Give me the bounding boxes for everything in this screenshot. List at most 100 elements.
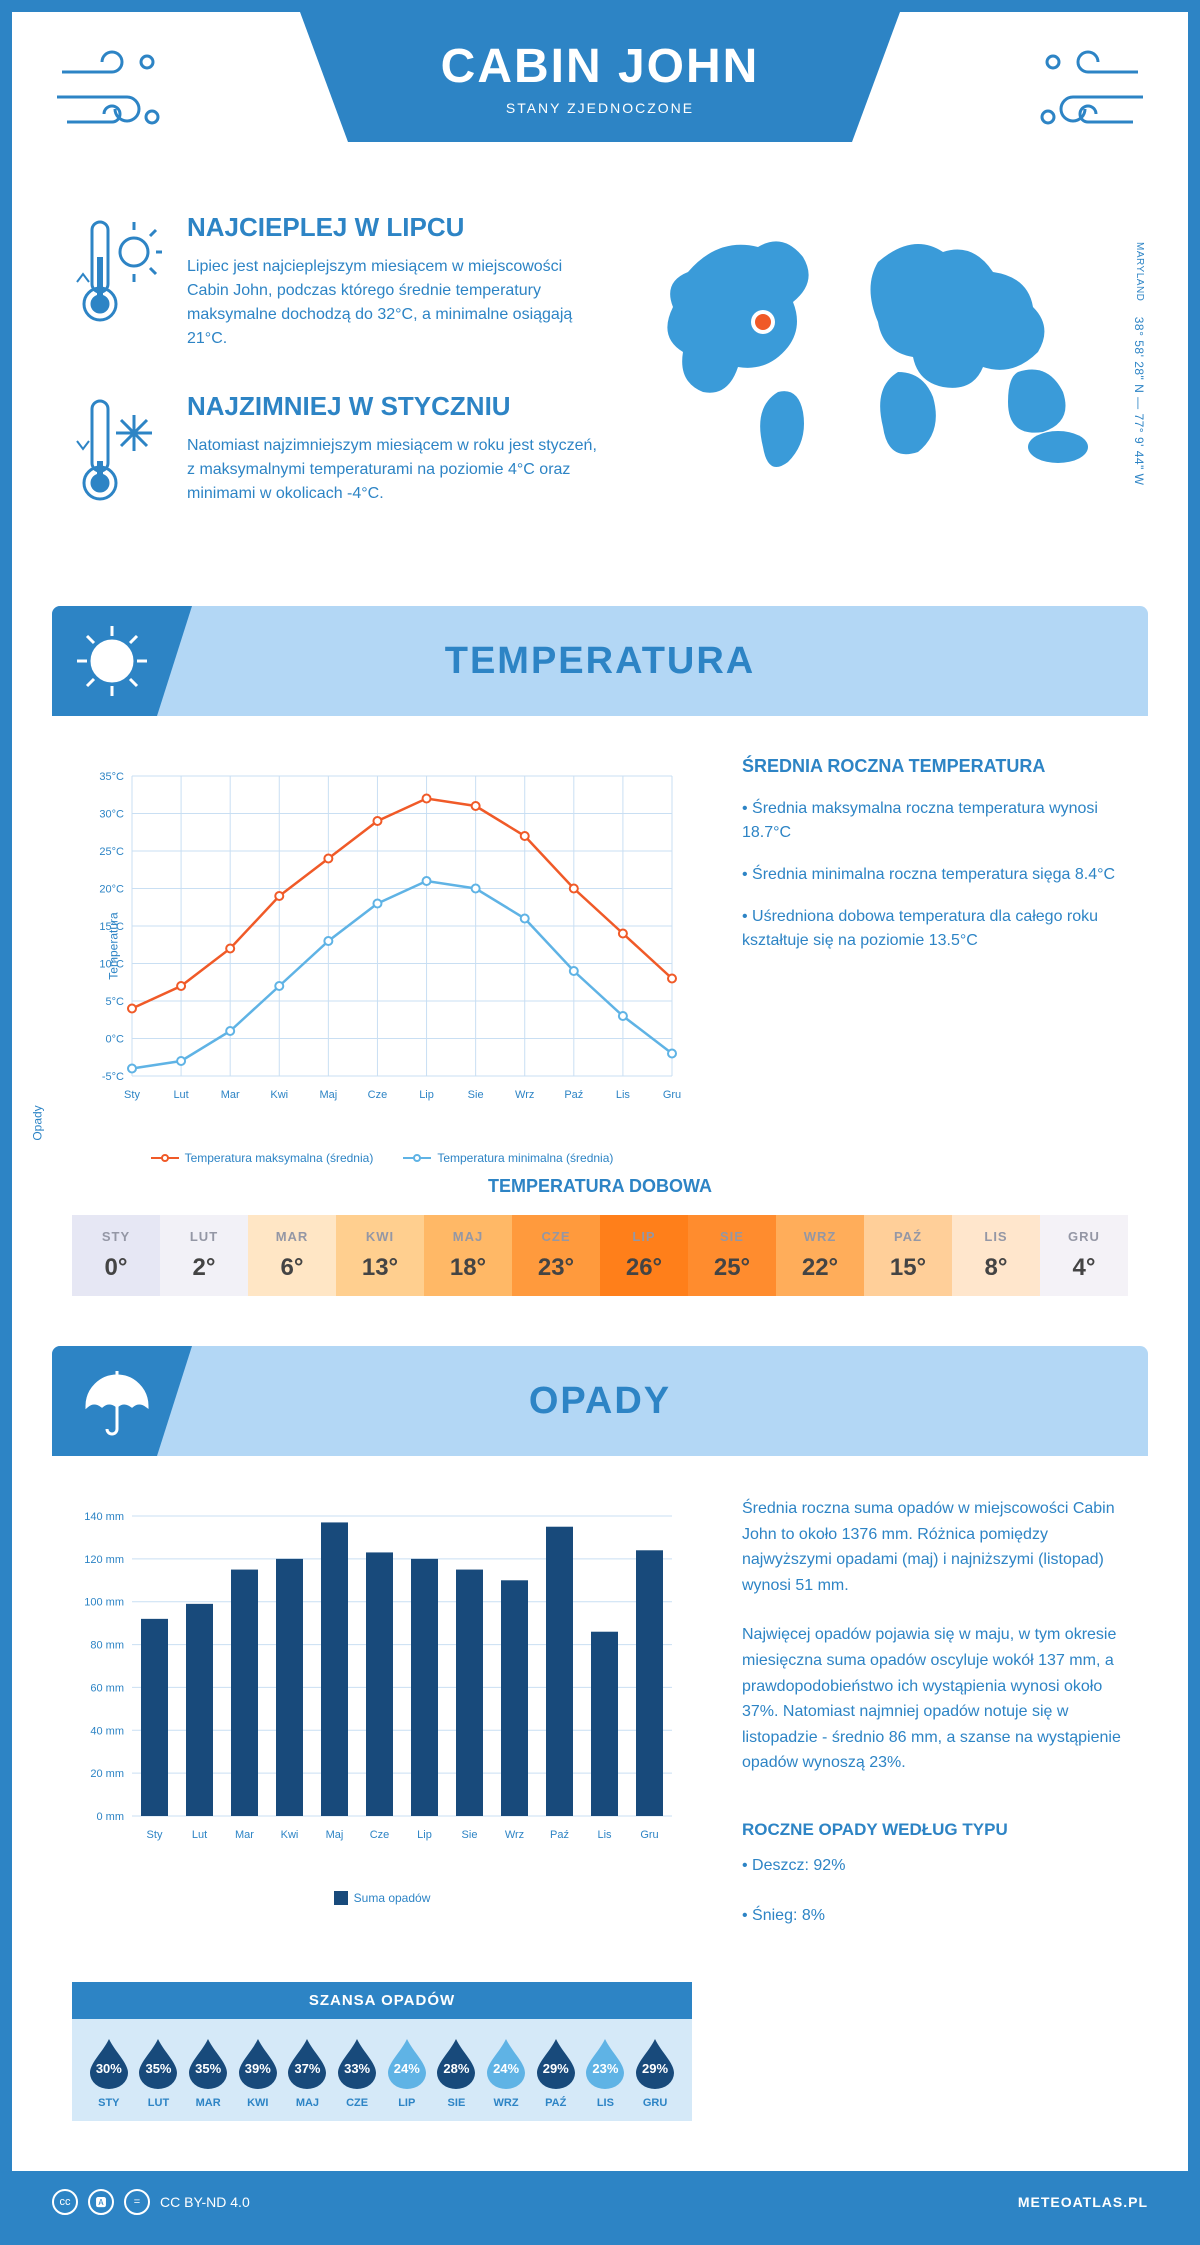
temperature-line-chart: -5°C0°C5°C10°C15°C20°C25°C30°C35°CStyLut…	[72, 756, 692, 1136]
temperature-header: TEMPERATURA	[52, 606, 1148, 716]
legend-sum: Suma opadów	[354, 1891, 431, 1905]
coordinates: MARYLAND 38° 58' 28" N — 77° 9' 44" W	[1132, 242, 1146, 486]
precip-para-2: Najwięcej opadów pojawia się w maju, w t…	[742, 1622, 1128, 1776]
temp-cell: MAR6°	[248, 1215, 336, 1296]
svg-text:Maj: Maj	[319, 1089, 337, 1101]
header: CABIN JOHN STANY ZJEDNOCZONE	[12, 12, 1188, 192]
precipitation-chance: SZANSA OPADÓW 30%STY35%LUT35%MAR39%KWI37…	[72, 1982, 692, 2121]
legend-min: Temperatura minimalna (średnia)	[437, 1151, 613, 1165]
svg-text:140 mm: 140 mm	[84, 1511, 124, 1523]
drop: 39%KWI	[234, 2037, 282, 2109]
svg-text:Lip: Lip	[419, 1089, 434, 1101]
temp-legend: Temperatura maksymalna (średnia) Tempera…	[72, 1151, 692, 1165]
cc-icon: cc	[52, 2189, 78, 2215]
temperature-title: TEMPERATURA	[445, 640, 756, 683]
temp-cell: MAJ18°	[424, 1215, 512, 1296]
temp-info-title: ŚREDNIA ROCZNA TEMPERATURA	[742, 756, 1128, 777]
thermometer-hot-icon	[72, 212, 162, 351]
svg-text:Sie: Sie	[462, 1829, 478, 1841]
svg-text:120 mm: 120 mm	[84, 1554, 124, 1566]
precipitation-info: Średnia roczna suma opadów w miejscowośc…	[742, 1496, 1128, 1952]
precip-ylabel: Opady	[31, 1105, 45, 1140]
coords-text: 38° 58' 28" N — 77° 9' 44" W	[1132, 317, 1146, 486]
temperature-body: -5°C0°C5°C10°C15°C20°C25°C30°C35°CStyLut…	[12, 716, 1188, 1176]
drop: 37%MAJ	[283, 2037, 331, 2109]
svg-text:0°C: 0°C	[106, 1034, 125, 1046]
drop: 30%STY	[85, 2037, 133, 2109]
temp-bullet-1: • Średnia maksymalna roczna temperatura …	[742, 797, 1128, 845]
intro-section: NAJCIEPLEJ W LIPCU Lipiec jest najcieple…	[12, 192, 1188, 606]
drops-row: 30%STY35%LUT35%MAR39%KWI37%MAJ33%CZE24%L…	[72, 2019, 692, 2121]
svg-text:Sie: Sie	[468, 1089, 484, 1101]
svg-text:Mar: Mar	[221, 1089, 240, 1101]
temp-cell: SIE25°	[688, 1215, 776, 1296]
footer: cc 🅰 = CC BY-ND 4.0 METEOATLAS.PL	[12, 2171, 1188, 2233]
warmest-block: NAJCIEPLEJ W LIPCU Lipiec jest najcieple…	[72, 212, 608, 351]
temp-cell: KWI13°	[336, 1215, 424, 1296]
svg-text:100 mm: 100 mm	[84, 1597, 124, 1609]
coldest-block: NAJZIMNIEJ W STYCZNIU Natomiast najzimni…	[72, 391, 608, 516]
svg-text:Wrz: Wrz	[515, 1089, 534, 1101]
svg-text:Paź: Paź	[564, 1089, 583, 1101]
svg-text:60 mm: 60 mm	[90, 1682, 124, 1694]
drop: 24%LIP	[383, 2037, 431, 2109]
svg-text:Lis: Lis	[616, 1089, 631, 1101]
svg-text:Cze: Cze	[370, 1829, 390, 1841]
page: CABIN JOHN STANY ZJEDNOCZONE NAJCIEPLEJ …	[0, 0, 1200, 2245]
svg-text:Kwi: Kwi	[281, 1829, 299, 1841]
svg-text:-5°C: -5°C	[102, 1071, 124, 1083]
svg-text:Cze: Cze	[368, 1089, 388, 1101]
precip-type-title: ROCZNE OPADY WEDŁUG TYPU	[742, 1816, 1128, 1843]
svg-text:20 mm: 20 mm	[90, 1768, 124, 1780]
city-title: CABIN JOHN	[441, 39, 760, 94]
svg-text:Gru: Gru	[640, 1829, 658, 1841]
temp-cell: WRZ22°	[776, 1215, 864, 1296]
coldest-title: NAJZIMNIEJ W STYCZNIU	[187, 391, 607, 422]
temperature-info: ŚREDNIA ROCZNA TEMPERATURA • Średnia mak…	[742, 756, 1128, 1136]
temp-cell: CZE23°	[512, 1215, 600, 1296]
svg-text:Lis: Lis	[597, 1829, 612, 1841]
thermometer-cold-icon	[72, 391, 162, 516]
temp-cell: STY0°	[72, 1215, 160, 1296]
svg-text:5°C: 5°C	[106, 996, 125, 1008]
daily-temp-title: TEMPERATURA DOBOWA	[72, 1176, 1128, 1197]
drop: 29%GRU	[631, 2037, 679, 2109]
drop: 28%SIE	[432, 2037, 480, 2109]
svg-text:Sty: Sty	[147, 1829, 163, 1841]
svg-text:Paź: Paź	[550, 1829, 569, 1841]
by-icon: 🅰	[88, 2189, 114, 2215]
intro-left: NAJCIEPLEJ W LIPCU Lipiec jest najcieple…	[72, 212, 608, 556]
precip-type-rain: • Deszcz: 92%	[742, 1853, 1128, 1879]
wind-icon	[52, 42, 172, 157]
precip-para-1: Średnia roczna suma opadów w miejscowośc…	[742, 1496, 1128, 1598]
warmest-title: NAJCIEPLEJ W LIPCU	[187, 212, 607, 243]
daily-temp-table: STY0°LUT2°MAR6°KWI13°MAJ18°CZE23°LIP26°S…	[72, 1215, 1128, 1296]
drop: 33%CZE	[333, 2037, 381, 2109]
temp-ylabel: Temperatura	[107, 912, 121, 979]
precipitation-title: OPADY	[529, 1380, 671, 1423]
temp-cell: LUT2°	[160, 1215, 248, 1296]
temp-cell: GRU4°	[1040, 1215, 1128, 1296]
svg-text:Sty: Sty	[124, 1089, 140, 1101]
drop: 35%MAR	[184, 2037, 232, 2109]
svg-text:Kwi: Kwi	[270, 1089, 288, 1101]
svg-text:Lut: Lut	[192, 1829, 207, 1841]
svg-text:Lut: Lut	[173, 1089, 188, 1101]
sun-icon	[52, 606, 192, 716]
daily-temperature: TEMPERATURA DOBOWA STY0°LUT2°MAR6°KWI13°…	[12, 1176, 1188, 1346]
svg-text:0 mm: 0 mm	[97, 1811, 125, 1823]
svg-text:Lip: Lip	[417, 1829, 432, 1841]
svg-text:Mar: Mar	[235, 1829, 254, 1841]
precip-legend: Suma opadów	[72, 1891, 692, 1905]
svg-text:Maj: Maj	[326, 1829, 344, 1841]
temp-cell: LIS8°	[952, 1215, 1040, 1296]
svg-text:40 mm: 40 mm	[90, 1725, 124, 1737]
map-wrapper: MARYLAND 38° 58' 28" N — 77° 9' 44" W	[648, 212, 1128, 556]
svg-text:80 mm: 80 mm	[90, 1640, 124, 1652]
wind-icon	[1028, 42, 1148, 157]
title-ribbon: CABIN JOHN STANY ZJEDNOCZONE	[300, 12, 900, 142]
coldest-text: Natomiast najzimniejszym miesiącem w rok…	[187, 434, 607, 506]
drops-title: SZANSA OPADÓW	[72, 1982, 692, 2019]
license-text: CC BY-ND 4.0	[160, 2194, 250, 2210]
precipitation-bar-chart: 0 mm 20 mm 40 mm 60 mm 80 mm 100 mm 120 mm 140 …	[72, 1496, 692, 1876]
